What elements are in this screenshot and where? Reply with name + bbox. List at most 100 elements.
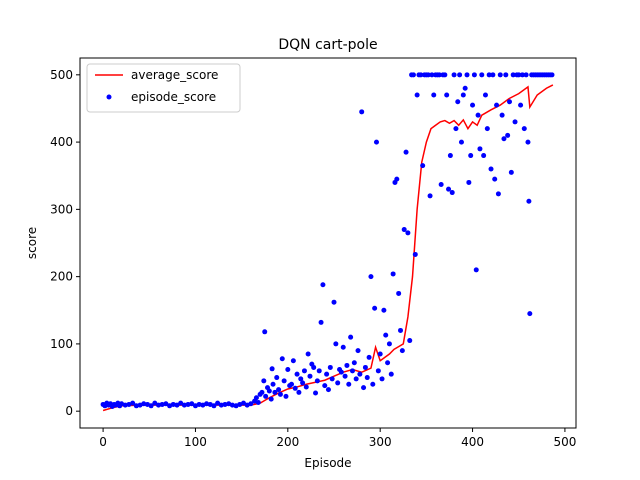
episode-score-point — [427, 193, 433, 199]
episode-score-point — [313, 390, 319, 396]
episode-score-point — [501, 136, 507, 142]
episode-score-point — [527, 311, 533, 317]
episode-score-point — [218, 402, 224, 408]
y-tick-label: 500 — [50, 68, 73, 82]
episode-score-point — [460, 92, 466, 98]
episode-score-point — [351, 360, 357, 366]
episode-score-point — [215, 400, 221, 406]
episode-score-point — [289, 381, 295, 387]
episode-score-point — [290, 358, 296, 364]
episode-score-point — [303, 384, 309, 390]
episode-score-point — [181, 402, 187, 408]
episode-score-point — [512, 119, 518, 125]
x-tick-label: 500 — [553, 435, 576, 449]
y-tick-label: 200 — [50, 270, 73, 284]
episode-score-point — [130, 400, 136, 406]
episode-score-point — [327, 364, 333, 370]
episode-score-point — [314, 378, 320, 384]
episode-score-point — [488, 166, 494, 172]
episode-score-point — [196, 401, 202, 407]
episode-score-point — [405, 230, 411, 236]
episode-score-point — [329, 376, 335, 382]
episode-score-point — [412, 251, 418, 257]
y-axis-ticks: 0 100 200 300 400 500 — [50, 68, 80, 418]
episode-score-point — [272, 389, 278, 395]
episode-score-point — [447, 153, 453, 159]
episode-score-point — [364, 375, 370, 381]
episode-score-point — [477, 146, 483, 152]
x-tick-label: 400 — [461, 435, 484, 449]
episode-score-point — [398, 327, 404, 333]
episode-score-point — [438, 181, 444, 187]
x-axis-ticks: 0 100 200 300 400 500 — [99, 428, 576, 449]
episode-score-point — [189, 401, 195, 407]
episode-score-point — [270, 381, 276, 387]
y-tick-label: 0 — [65, 404, 73, 418]
episode-score-point — [357, 371, 363, 377]
episode-score-point — [148, 403, 154, 409]
episode-score-point — [390, 271, 396, 277]
episode-score-point — [240, 400, 246, 406]
episode-score-point — [394, 176, 400, 182]
episode-score-point — [403, 149, 409, 155]
episode-score-point — [362, 364, 368, 370]
episode-score-point — [458, 139, 464, 145]
episode-score-point — [283, 393, 289, 399]
episode-score-point — [266, 388, 272, 394]
chart-title: DQN cart-pole — [278, 37, 377, 53]
episode-score-point — [479, 72, 485, 78]
episode-score-point — [549, 72, 555, 78]
episode-score-point — [505, 132, 511, 138]
episode-score-point — [355, 348, 361, 354]
episode-score-point — [159, 401, 165, 407]
episode-score-point — [495, 191, 501, 197]
episode-score-point — [466, 179, 472, 185]
episode-score-point — [471, 72, 477, 78]
episode-score-point — [253, 395, 259, 401]
episode-score-point — [279, 356, 285, 362]
episode-score-point — [338, 369, 344, 375]
episode-score-point — [373, 139, 379, 145]
episode-score-point — [292, 385, 298, 391]
episode-score-point — [457, 72, 463, 78]
y-tick-label: 100 — [50, 337, 73, 351]
episode-score-point — [211, 403, 217, 409]
episode-score-point — [255, 399, 261, 405]
episode-score-point — [381, 307, 387, 313]
x-tick-label: 100 — [184, 435, 207, 449]
episode-score-point — [385, 360, 391, 366]
y-tick-label: 300 — [50, 202, 73, 216]
episode-score-point — [222, 401, 228, 407]
episode-score-point — [429, 72, 435, 78]
episode-score-point — [300, 380, 306, 386]
episode-score-point — [518, 102, 524, 108]
episode-score-point — [316, 368, 322, 374]
legend-box — [86, 63, 241, 113]
x-tick-label: 200 — [276, 435, 299, 449]
episode-score-point — [410, 72, 416, 78]
episode-score-point — [122, 402, 128, 408]
episode-score-point — [449, 190, 455, 196]
episode-score-point — [259, 389, 265, 395]
episode-score-point — [361, 385, 367, 391]
episode-score-point — [185, 401, 191, 407]
legend-label-episode-score: episode_score — [131, 90, 216, 104]
episode-score-point — [490, 72, 496, 78]
episode-score-point — [268, 396, 274, 402]
episode-score-point — [407, 338, 413, 344]
episode-score-point — [322, 383, 328, 389]
episode-score-point — [296, 389, 302, 395]
episode-score-point — [342, 373, 348, 379]
episode-score-point — [152, 400, 158, 406]
episode-score-point — [446, 186, 452, 192]
episode-score-point — [262, 329, 268, 335]
y-axis-label: score — [25, 227, 39, 259]
episode-score-point — [475, 112, 481, 118]
episode-score-point — [324, 371, 330, 377]
episode-score-point — [370, 381, 376, 387]
episode-score-point — [482, 92, 488, 98]
episode-score-point — [414, 92, 420, 98]
episode-score-point — [156, 402, 162, 408]
episode-score-point — [274, 375, 280, 381]
